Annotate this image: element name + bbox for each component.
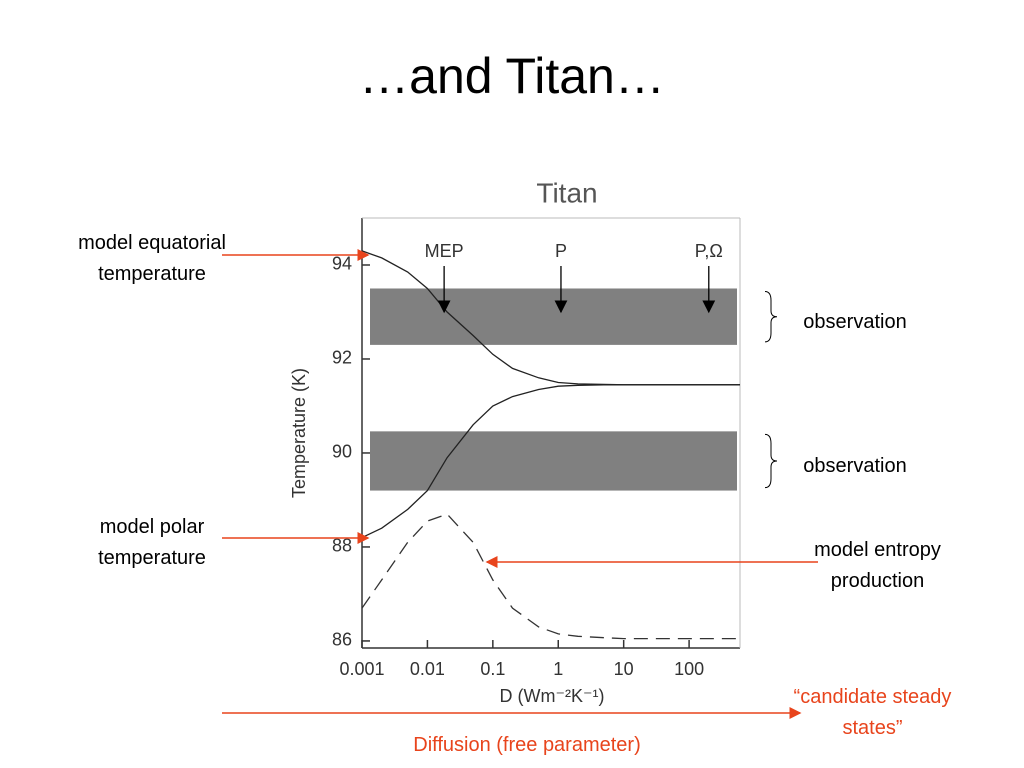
callout-label: model entropy production [814, 539, 941, 592]
series-line [361, 513, 740, 640]
y-axis-label: Temperature (K) [289, 368, 309, 498]
x-tick-label: 100 [674, 659, 704, 679]
y-tick-label: 86 [332, 630, 352, 650]
chart-title: Titan [536, 177, 597, 208]
marker-label: P [555, 241, 567, 261]
x-tick-label: 0.001 [339, 659, 384, 679]
x-tick-label: 0.1 [480, 659, 505, 679]
marker-label: P,Ω [695, 241, 723, 261]
observation-band [370, 288, 737, 345]
plot: observation observation 86 88 90 92 94 0.001 0.0… [332, 217, 907, 679]
y-tick-label: 92 [332, 348, 352, 368]
y-tick-label: 88 [332, 536, 352, 556]
band-label: observation [803, 455, 906, 477]
y-tick-label: 90 [332, 442, 352, 462]
marker-label: MEP [425, 241, 464, 261]
observation-band [370, 431, 737, 491]
callout-label: “candidate steady states” [793, 686, 952, 739]
x-axis-label: D (Wm⁻²K⁻¹) [500, 686, 605, 706]
brace [764, 290, 778, 343]
series-line [361, 384, 740, 539]
brace [764, 433, 778, 489]
callout-label: model polar temperature [98, 516, 206, 569]
band-label: observation [803, 311, 906, 333]
x-tick-label: 0.01 [410, 659, 445, 679]
x-tick-label: 1 [553, 659, 563, 679]
callout-label: model equatorial temperature [78, 232, 226, 285]
callout-label: Diffusion (free parameter) [413, 734, 641, 756]
x-tick-label: 10 [614, 659, 634, 679]
y-tick-label: 94 [332, 254, 352, 274]
slide-title: …and Titan… [359, 48, 665, 104]
